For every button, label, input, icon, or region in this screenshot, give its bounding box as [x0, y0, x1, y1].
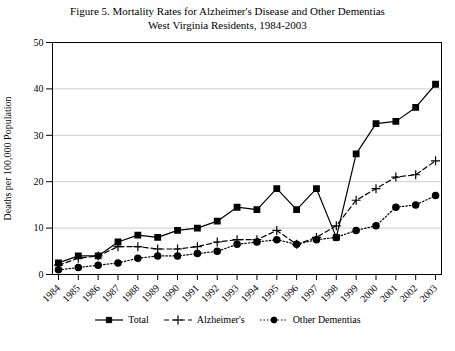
svg-text:1989: 1989 — [139, 282, 161, 304]
html-text:Alzheimer's: Alzheimer's — [196, 314, 245, 325]
svg-text:20: 20 — [34, 176, 44, 187]
svg-text:1996: 1996 — [278, 282, 300, 304]
svg-text:1993: 1993 — [219, 282, 241, 304]
svg-text:1990: 1990 — [159, 282, 181, 304]
svg-text:1994: 1994 — [239, 282, 261, 304]
svg-text:1995: 1995 — [259, 282, 281, 304]
svg-text:Deaths per 100,000 Population: Deaths per 100,000 Population — [2, 97, 13, 221]
svg-text:2001: 2001 — [378, 282, 400, 304]
svg-text:50: 50 — [34, 37, 44, 48]
svg-text:2002: 2002 — [397, 282, 419, 304]
svg-text:0: 0 — [39, 269, 44, 280]
svg-text:1997: 1997 — [298, 282, 320, 304]
html-text:Figure 5. Mortality Rates for: Figure 5. Mortality Rates for Alzheimer'… — [70, 5, 385, 17]
svg-text:1988: 1988 — [120, 282, 142, 304]
svg-text:40: 40 — [34, 83, 44, 94]
svg-text:1985: 1985 — [60, 282, 82, 304]
svg-text:1998: 1998 — [318, 282, 340, 304]
svg-text:1992: 1992 — [199, 282, 221, 304]
svg-text:1986: 1986 — [80, 282, 102, 304]
svg-text:10: 10 — [34, 222, 44, 233]
html-text:West Virginia Residents, 1984-: West Virginia Residents, 1984-2003 — [148, 19, 307, 31]
html-text:Total: Total — [128, 314, 149, 325]
svg-text:1999: 1999 — [338, 282, 360, 304]
svg-text:1991: 1991 — [179, 282, 201, 304]
svg-text:30: 30 — [34, 130, 44, 141]
svg-text:1984: 1984 — [40, 282, 62, 304]
svg-text:1987: 1987 — [100, 282, 122, 304]
svg-text:2003: 2003 — [417, 282, 439, 304]
html-text:Other Dementias: Other Dementias — [292, 314, 361, 325]
svg-text:2000: 2000 — [358, 282, 380, 304]
